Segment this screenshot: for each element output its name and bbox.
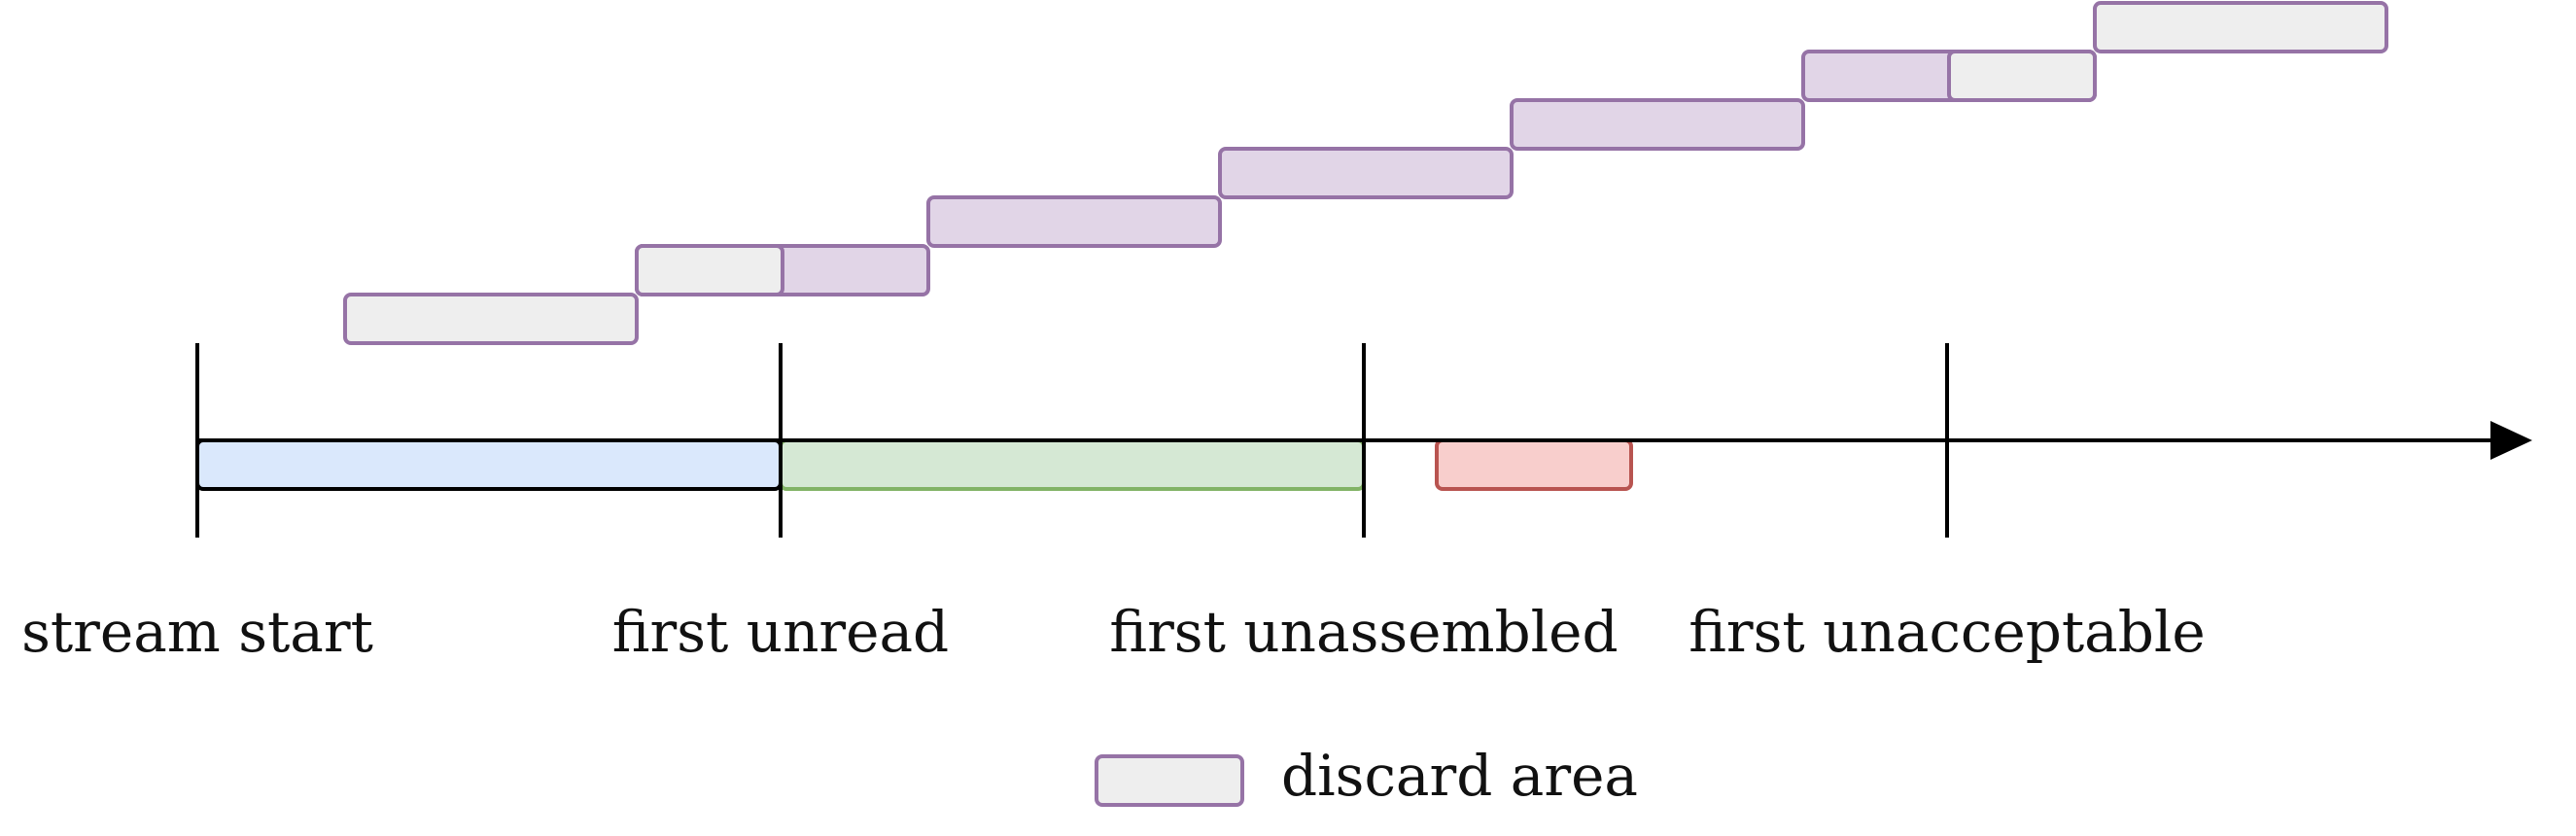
segment-discarded-1 [343, 293, 639, 345]
segment-discarded-7 [2093, 1, 2388, 53]
legend-discard-swatch [1095, 754, 1244, 807]
segment-5 [1510, 98, 1805, 151]
label-first-unacceptable: first unacceptable [1688, 599, 2206, 665]
segment-6-discarded-part [1947, 50, 2097, 102]
position-labels: stream start first unread first unassemb… [21, 599, 2206, 665]
segment-3 [926, 195, 1222, 248]
read-region [195, 438, 783, 491]
stream-axis [197, 421, 2532, 460]
label-first-unread: first unread [612, 599, 949, 665]
label-stream-start: stream start [21, 599, 373, 665]
legend: discard area [1095, 743, 1638, 809]
segment-4 [1218, 147, 1514, 199]
buffer-regions [195, 438, 1633, 491]
axis-arrowhead [2490, 421, 2532, 460]
segment-2-discarded-part [635, 244, 784, 296]
tick-marks [195, 343, 1949, 538]
legend-discard-label: discard area [1281, 743, 1638, 809]
pending-segment [1435, 438, 1633, 491]
segments-group [343, 1, 2388, 345]
label-first-unassembled: first unassembled [1109, 599, 1618, 665]
assembled-region [779, 438, 1366, 491]
